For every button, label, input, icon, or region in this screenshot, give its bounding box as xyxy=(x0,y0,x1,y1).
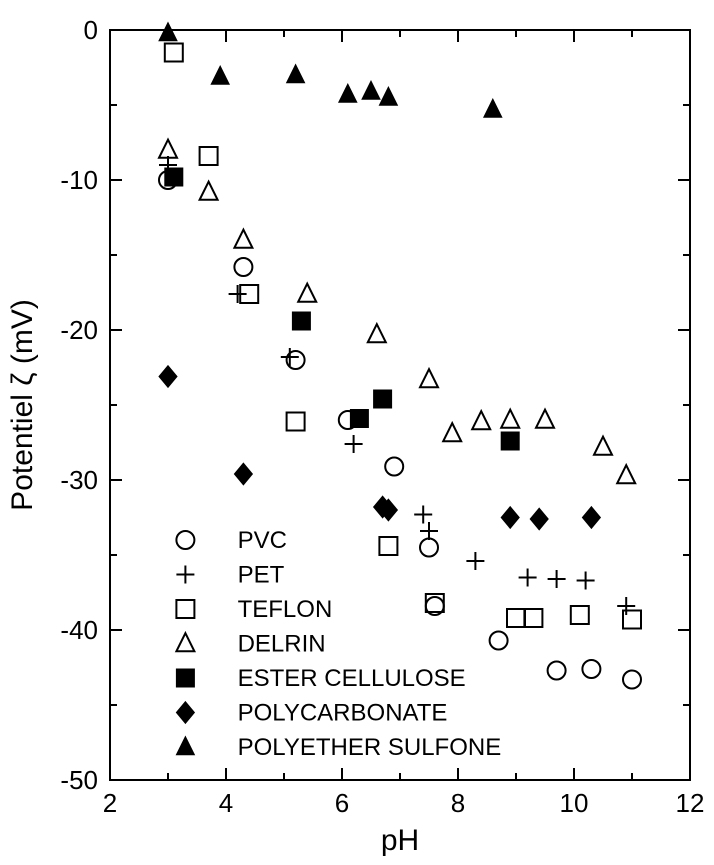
legend-label-ESTER_CELLULOSE: ESTER CELLULOSE xyxy=(238,665,466,692)
svg-text:10: 10 xyxy=(560,788,589,818)
legend-label-TEFLON: TEFLON xyxy=(238,596,333,623)
svg-text:4: 4 xyxy=(219,788,233,818)
legend-label-PET: PET xyxy=(238,562,285,589)
svg-text:2: 2 xyxy=(103,788,117,818)
svg-text:6: 6 xyxy=(335,788,349,818)
legend-label-DELRIN: DELRIN xyxy=(238,631,326,658)
data-points xyxy=(159,23,641,689)
svg-text:-50: -50 xyxy=(60,765,98,795)
svg-text:-30: -30 xyxy=(60,465,98,495)
svg-text:12: 12 xyxy=(676,788,705,818)
series-TEFLON xyxy=(165,44,641,629)
legend: PVC PET TEFLON DELRIN ESTER CELLULOSE POLYCAR… xyxy=(176,527,501,761)
svg-text:-20: -20 xyxy=(60,315,98,345)
zeta-potential-chart: 2 4 6 8 10 12 -50 -40 -30 -20 -10 0 pH Potentiel ζ (m… xyxy=(0,0,714,865)
legend-label-PVC: PVC xyxy=(238,527,287,554)
legend-label-POLYETHER_SULFONE: POLYETHER SULFONE xyxy=(238,734,502,761)
y-axis-title: Potentiel ζ (mV) xyxy=(6,299,39,511)
series-DELRIN xyxy=(159,140,635,484)
chart-svg: 2 4 6 8 10 12 -50 -40 -30 -20 -10 0 pH Potentiel ζ (m… xyxy=(0,0,714,865)
svg-text:0: 0 xyxy=(84,15,98,45)
svg-text:8: 8 xyxy=(451,788,465,818)
svg-text:-10: -10 xyxy=(60,165,98,195)
series-POLYETHER_SULFONE xyxy=(159,23,502,118)
svg-text:-40: -40 xyxy=(60,615,98,645)
series-ESTER_CELLULOSE xyxy=(165,168,519,450)
series-PVC xyxy=(159,171,641,689)
x-axis-title: pH xyxy=(381,824,419,857)
legend-label-POLYCARBONATE: POLYCARBONATE xyxy=(238,700,448,727)
